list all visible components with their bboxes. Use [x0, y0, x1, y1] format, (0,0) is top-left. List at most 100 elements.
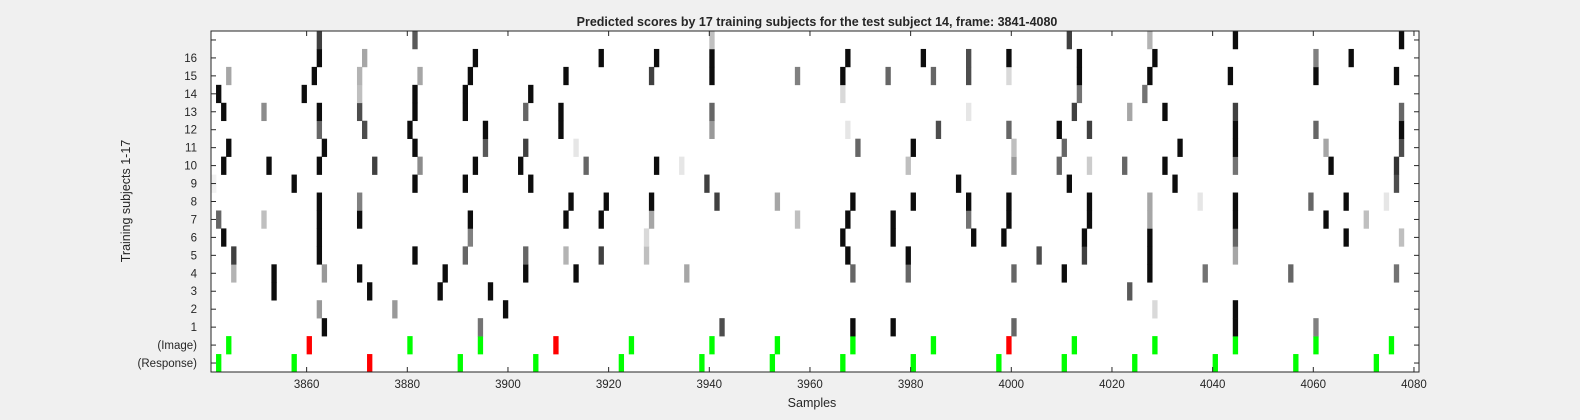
- image-target-cell: [1313, 336, 1319, 355]
- score-cell: [714, 192, 720, 211]
- score-cell: [1011, 156, 1017, 175]
- score-cell: [1006, 192, 1012, 211]
- score-cell: [1232, 156, 1239, 175]
- score-cell: [412, 102, 418, 122]
- score-cell: [316, 228, 323, 247]
- score-cell: [467, 66, 474, 86]
- score-cell: [709, 120, 715, 139]
- image-target-cell: [1152, 336, 1158, 355]
- image-target-cell: [477, 336, 484, 355]
- score-cell: [1147, 246, 1153, 265]
- y-tick-label: 8: [191, 197, 197, 209]
- score-cell: [1006, 66, 1012, 86]
- response-target-cell: [216, 354, 222, 373]
- response-target-cell: [533, 354, 539, 373]
- score-cell: [653, 48, 660, 68]
- score-cell: [472, 48, 479, 68]
- score-cell: [935, 120, 942, 139]
- score-cell: [1323, 210, 1329, 229]
- score-cell: [1172, 174, 1178, 193]
- score-cell: [563, 66, 569, 86]
- score-cell: [356, 66, 363, 86]
- score-cell: [966, 66, 972, 86]
- score-cell: [1147, 210, 1153, 229]
- image-target-cell: [930, 336, 937, 355]
- score-cell: [1398, 31, 1405, 50]
- image-target-cell: [850, 336, 856, 355]
- score-cell: [598, 246, 604, 265]
- score-cell: [523, 264, 529, 283]
- x-tick-label: 4080: [1401, 379, 1427, 391]
- y-tick-label: 3: [191, 286, 197, 298]
- score-cell: [563, 210, 569, 229]
- image-target-cell: [1071, 336, 1078, 355]
- score-cell: [568, 192, 574, 211]
- x-axis-label: Samples: [788, 396, 837, 410]
- score-cell: [487, 282, 494, 301]
- score-cell: [1398, 228, 1405, 247]
- x-tick-label: 3880: [395, 379, 421, 391]
- score-cell: [966, 210, 972, 229]
- score-cell: [1086, 156, 1093, 175]
- score-cell: [845, 210, 851, 229]
- image-target-cell: [226, 336, 232, 355]
- score-cell: [412, 138, 418, 157]
- score-cell: [392, 300, 398, 319]
- score-cell: [477, 318, 484, 337]
- score-cell: [316, 210, 323, 229]
- score-cell: [1313, 318, 1319, 337]
- plot-frame: [210, 30, 1420, 373]
- score-cell: [1147, 264, 1153, 283]
- image-target-cell: [709, 336, 715, 355]
- score-cell: [472, 156, 479, 175]
- score-cell: [1162, 102, 1168, 122]
- response-target-cell: [618, 354, 625, 373]
- score-cell: [1232, 228, 1239, 247]
- y-tick-label: 15: [184, 71, 197, 83]
- score-cell: [1197, 192, 1203, 211]
- score-cell: [1147, 192, 1153, 211]
- response-target-cell: [1061, 354, 1067, 373]
- image-target-cell: [774, 336, 781, 355]
- y-tick-label: 12: [184, 125, 197, 137]
- score-cell: [216, 84, 222, 104]
- score-cell: [362, 48, 368, 68]
- score-cell: [1011, 318, 1017, 337]
- score-cell: [412, 31, 418, 50]
- score-cell: [1006, 210, 1012, 229]
- score-cell: [266, 156, 272, 175]
- score-cell: [855, 138, 861, 157]
- score-cell: [407, 120, 413, 139]
- score-cell: [412, 84, 418, 104]
- score-cell: [840, 84, 846, 104]
- score-cell: [271, 282, 277, 301]
- score-cell: [372, 156, 378, 175]
- score-cell: [1202, 264, 1208, 283]
- score-cell: [316, 192, 323, 211]
- y-tick-label: 13: [184, 107, 197, 119]
- x-tick-label: 3980: [898, 379, 924, 391]
- score-cell: [1393, 174, 1400, 193]
- image-target-cell: [1388, 336, 1395, 355]
- y-tick-label: 7: [191, 214, 197, 226]
- score-cell: [356, 192, 363, 211]
- score-cell: [1127, 102, 1133, 122]
- score-cell: [528, 84, 534, 104]
- response-target-cell: [1132, 354, 1138, 373]
- score-cell: [1001, 228, 1007, 247]
- score-cell: [794, 66, 801, 86]
- score-cell: [467, 228, 474, 247]
- score-cell: [316, 102, 323, 122]
- response-nontarget-cell: [367, 354, 373, 373]
- score-cell: [482, 138, 489, 157]
- score-cell: [1313, 66, 1319, 86]
- x-tick-label: 3960: [797, 379, 823, 391]
- score-cell: [291, 174, 297, 193]
- score-cell: [1348, 48, 1354, 68]
- score-cell: [523, 246, 529, 265]
- score-cell: [1011, 138, 1017, 157]
- score-cell: [1343, 228, 1349, 247]
- score-cell: [1232, 210, 1239, 229]
- score-cell: [1308, 192, 1314, 211]
- score-cell: [316, 246, 323, 265]
